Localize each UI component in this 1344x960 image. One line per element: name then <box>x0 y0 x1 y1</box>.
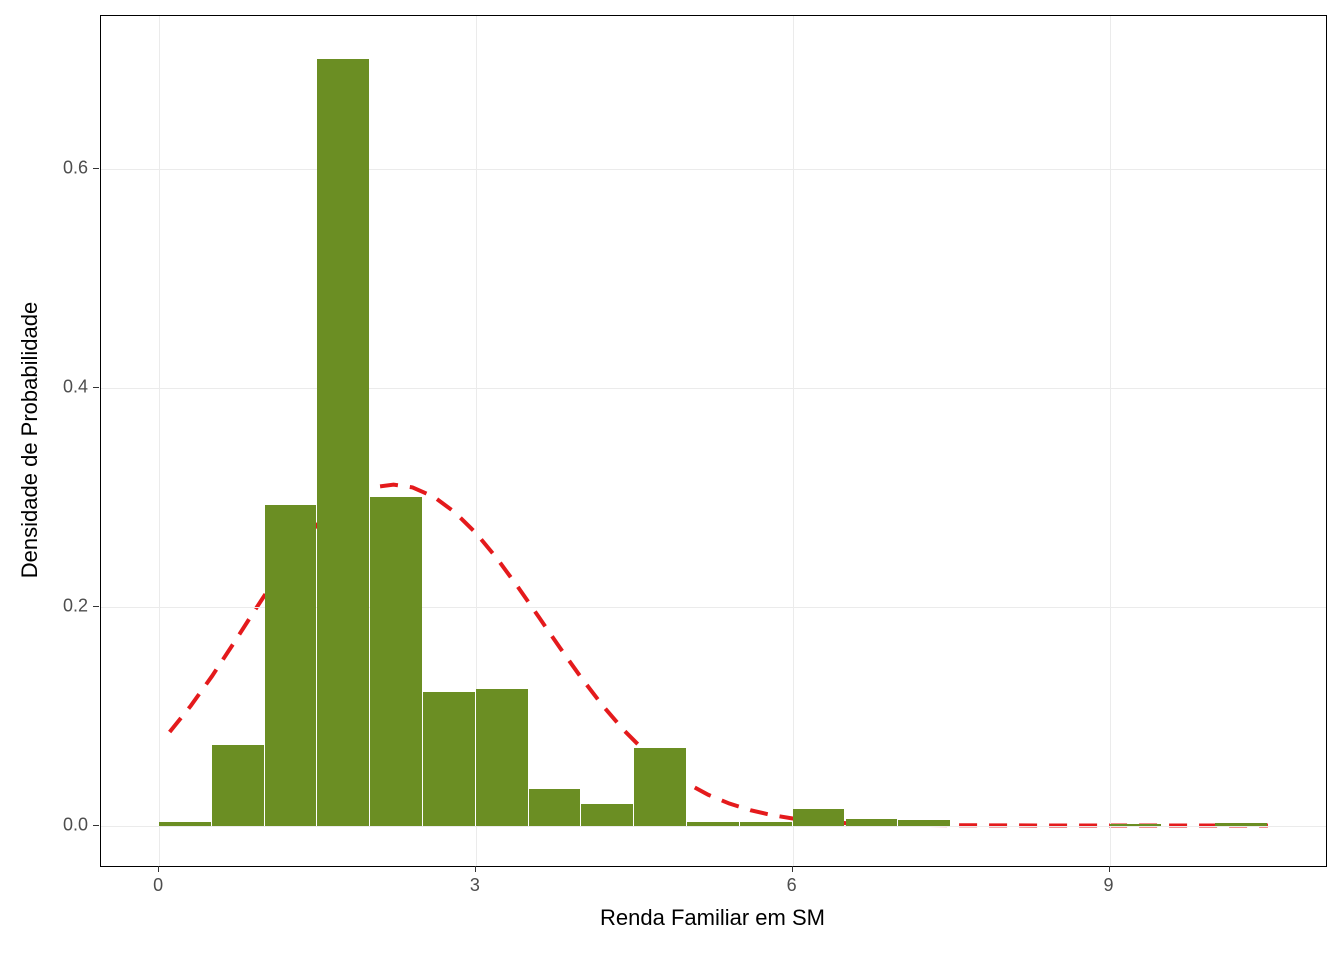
histogram-bar <box>846 819 898 826</box>
y-tick-mark <box>93 387 99 388</box>
grid-line-horizontal <box>101 169 1326 170</box>
histogram-chart: Renda Familiar em SM Densidade de Probab… <box>0 0 1344 960</box>
y-tick-label: 0.0 <box>63 814 88 835</box>
grid-line-vertical <box>793 16 794 866</box>
histogram-bar <box>317 59 369 826</box>
histogram-bar <box>581 804 633 826</box>
x-tick-label: 0 <box>153 875 163 896</box>
histogram-bar <box>265 505 317 826</box>
histogram-bar <box>159 822 211 825</box>
y-tick-mark <box>93 606 99 607</box>
grid-line-vertical <box>1110 16 1111 866</box>
x-tick-mark <box>792 866 793 872</box>
grid-line-horizontal <box>101 826 1326 827</box>
histogram-bar <box>529 789 581 825</box>
histogram-bar <box>634 748 686 826</box>
histogram-bar <box>423 692 475 825</box>
plot-area <box>100 15 1327 867</box>
x-tick-label: 9 <box>1103 875 1113 896</box>
grid-line-vertical <box>159 16 160 866</box>
x-tick-label: 3 <box>470 875 480 896</box>
y-tick-label: 0.6 <box>63 158 88 179</box>
grid-line-horizontal <box>101 388 1326 389</box>
y-tick-mark <box>93 825 99 826</box>
y-tick-label: 0.2 <box>63 595 88 616</box>
y-axis-label: Densidade de Probabilidade <box>17 302 43 578</box>
x-tick-label: 6 <box>787 875 797 896</box>
x-tick-mark <box>475 866 476 872</box>
histogram-bar <box>1215 823 1267 825</box>
y-tick-mark <box>93 168 99 169</box>
histogram-bar <box>793 809 845 825</box>
x-tick-mark <box>1109 866 1110 872</box>
histogram-bar <box>898 820 950 825</box>
y-tick-label: 0.4 <box>63 376 88 397</box>
histogram-bar <box>212 745 264 826</box>
histogram-bar <box>476 689 528 826</box>
histogram-bar <box>740 822 792 825</box>
histogram-bar <box>687 822 739 825</box>
x-axis-label: Renda Familiar em SM <box>600 905 825 931</box>
x-tick-mark <box>158 866 159 872</box>
histogram-bar <box>1110 824 1162 825</box>
histogram-bar <box>370 497 422 825</box>
